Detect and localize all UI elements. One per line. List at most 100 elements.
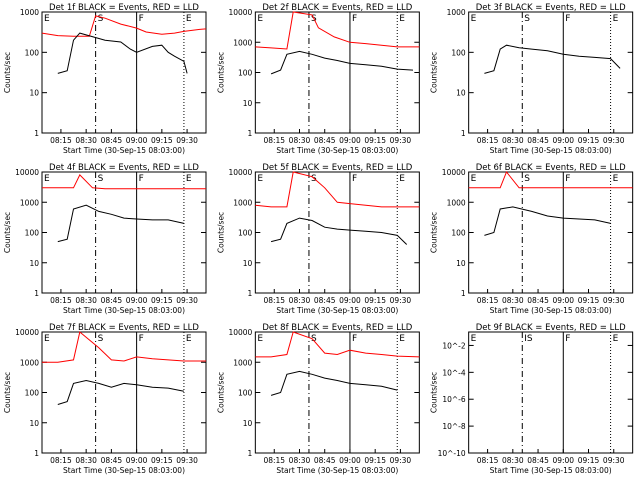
x-tick-label: 09:30 (603, 296, 625, 305)
marker-label: F (565, 14, 570, 24)
plot-frame (41, 171, 207, 294)
x-tick-label: 08:30 (502, 456, 524, 465)
plot-frame (254, 11, 420, 134)
x-axis-label: Start Time (30-Sep-15 08:03:00) (63, 466, 185, 475)
y-tick-label: 10 (243, 99, 253, 108)
data-series-black-events (484, 206, 611, 236)
y-tick-label: 10000 (15, 328, 39, 337)
marker-label: E (44, 174, 50, 184)
marker-label: F (352, 334, 357, 344)
y-tick-label: 10^-4 (442, 368, 466, 377)
data-series-red-lld (255, 171, 420, 208)
data-series-red-lld (255, 11, 420, 50)
y-axis-label: Counts/sec (3, 212, 12, 253)
y-tick-label: 10000 (228, 8, 252, 17)
x-tick-label: 08:45 (101, 296, 123, 305)
data-series-black-events (270, 217, 408, 245)
marker-label: S (311, 334, 317, 344)
x-tick-label: 08:45 (314, 456, 336, 465)
x-axis-label: Start Time (30-Sep-15 08:03:00) (276, 466, 398, 475)
plot-panel-5: Det 5f BLACK = Events, RED = LLD 1 10 100 10… (216, 163, 420, 315)
y-tick-label: 1 (461, 289, 466, 298)
x-tick-label: 09:00 (126, 456, 148, 465)
x-tick-label: 08:15 (263, 296, 285, 305)
y-tick-label: 100 (25, 229, 40, 238)
y-tick-label: 10^-8 (442, 422, 466, 431)
y-tick-label: 100 (238, 389, 253, 398)
x-tick-label: 08:45 (527, 296, 549, 305)
x-tick-label: 08:45 (527, 456, 549, 465)
marker-label: S (524, 174, 530, 184)
y-tick-label: 1000 (233, 358, 252, 367)
y-tick-label: 100 (238, 229, 253, 238)
y-axis-label: Counts/sec (3, 372, 12, 413)
plot-title: Det 7f BLACK = Events, RED = LLD (49, 323, 199, 333)
y-axis-label: Counts/sec (216, 212, 225, 253)
y-axis-label: Counts/sec (216, 372, 225, 413)
x-tick-label: 08:30 (502, 296, 524, 305)
data-series-red-lld (42, 331, 206, 363)
x-axis-label: Start Time (30-Sep-15 08:03:00) (490, 466, 612, 475)
y-tick-label: 100 (451, 229, 466, 238)
marker-label: E (44, 334, 50, 344)
data-series-red-lld (42, 174, 206, 190)
y-tick-label: 10000 (442, 168, 466, 177)
plot-panel-1: Det 1f BLACK = Events, RED = LLD 1 10 100 10… (3, 3, 207, 155)
marker-label: E (613, 334, 619, 344)
x-tick-label: 09:30 (603, 136, 625, 145)
plot-title: Det 1f BLACK = Events, RED = LLD (49, 3, 199, 13)
y-tick-label: 10 (243, 259, 253, 268)
x-tick-label: 08:15 (263, 136, 285, 145)
marker-label: E (44, 14, 50, 24)
y-tick-label: 10 (456, 89, 466, 98)
marker-label: F (565, 174, 570, 184)
plot-frame (41, 11, 207, 134)
plot-title: Det 5f BLACK = Events, RED = LLD (262, 163, 412, 173)
x-tick-label: 08:30 (75, 296, 97, 305)
marker-label: E (613, 174, 619, 184)
x-tick-label: 08:30 (502, 136, 524, 145)
marker-label: S (524, 14, 530, 24)
x-tick-label: 09:30 (176, 136, 198, 145)
y-tick-label: 1000 (20, 8, 39, 17)
marker-label: F (352, 14, 357, 24)
marker-label: IS (524, 334, 533, 344)
x-tick-label: 09:30 (390, 456, 412, 465)
marker-label: E (257, 174, 263, 184)
marker-label: F (139, 334, 144, 344)
y-tick-label: 1000 (233, 198, 252, 207)
data-series-black-events (57, 204, 185, 243)
plot-title: Det 3f BLACK = Events, RED = LLD (476, 3, 626, 13)
marker-label: F (565, 334, 570, 344)
y-tick-label: 1 (34, 289, 39, 298)
y-tick-label: 10^-6 (442, 395, 466, 404)
y-tick-label: 10^-2 (442, 341, 466, 350)
y-tick-label: 10000 (228, 168, 252, 177)
y-axis-label: Counts/sec (3, 52, 12, 93)
data-series-red-lld (41, 15, 207, 37)
data-series-black-events (57, 379, 184, 405)
plot-frame (468, 11, 634, 134)
y-tick-label: 10 (243, 419, 253, 428)
y-tick-label: 10^-10 (438, 449, 466, 458)
y-axis-label: Counts/sec (216, 52, 225, 93)
y-tick-label: 10 (29, 259, 39, 268)
x-tick-label: 09:15 (151, 136, 173, 145)
x-tick-label: 09:00 (339, 136, 361, 145)
x-tick-label: 08:15 (477, 136, 499, 145)
y-tick-label: 10000 (15, 168, 39, 177)
x-tick-label: 09:15 (578, 136, 600, 145)
x-tick-label: 09:00 (552, 296, 574, 305)
y-tick-label: 1000 (20, 198, 39, 207)
x-tick-label: 09:30 (603, 456, 625, 465)
y-tick-label: 1 (461, 129, 466, 138)
x-tick-label: 08:15 (50, 136, 72, 145)
x-tick-label: 09:00 (339, 456, 361, 465)
marker-label: E (186, 334, 192, 344)
y-tick-label: 100 (25, 48, 40, 57)
x-tick-label: 09:00 (339, 296, 361, 305)
x-tick-label: 09:15 (151, 456, 173, 465)
data-series-black-events (57, 32, 188, 74)
x-tick-label: 09:00 (552, 456, 574, 465)
x-tick-label: 09:00 (552, 136, 574, 145)
